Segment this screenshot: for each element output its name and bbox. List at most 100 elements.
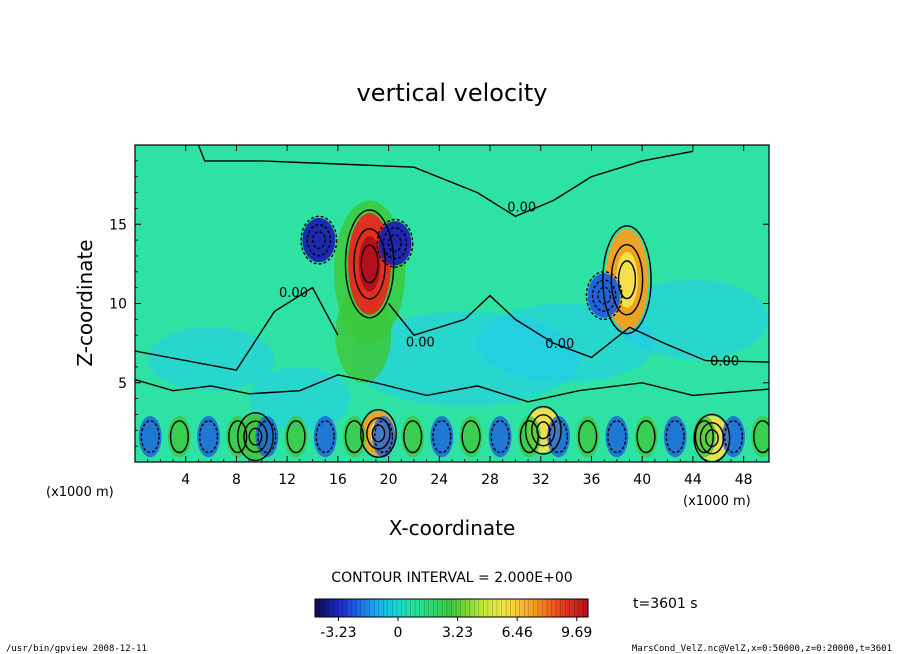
surface-contour xyxy=(636,420,656,454)
zero-contour xyxy=(197,145,694,218)
field-blob-cyan xyxy=(249,366,351,431)
x-tick-label: 44 xyxy=(684,472,702,488)
feature-contour xyxy=(344,209,395,319)
zero-contour xyxy=(135,374,769,403)
surface-contour xyxy=(198,420,219,454)
colorbar-tick-label: -3.23 xyxy=(320,625,356,641)
field-surface-cell xyxy=(517,416,541,458)
field-blob-cyan xyxy=(147,327,275,391)
field-surface-cell xyxy=(692,416,716,458)
surface-contour xyxy=(373,420,394,454)
field-surface-cell xyxy=(576,416,600,458)
surface-contour xyxy=(169,420,189,454)
surface-contour xyxy=(548,420,569,454)
contour-interval-label: CONTOUR INTERVAL = 2.000E+00 xyxy=(331,570,572,586)
x-unit-label-left: (x1000 m) xyxy=(46,485,114,500)
colorbar-gradient xyxy=(315,599,588,617)
y-tick-label: 5 xyxy=(118,376,127,392)
y-tick-label: 15 xyxy=(109,217,127,233)
contour-labels: 0.00 0.00 0.00 0.00 0.00 xyxy=(279,201,739,370)
feature-contour xyxy=(693,413,731,462)
y-axis-ticks: 5 10 15 xyxy=(109,160,769,447)
surface-contour xyxy=(519,420,539,454)
colorbar-ticks: -3.23 0 3.23 6.46 9.69 xyxy=(320,617,592,641)
feature-contour xyxy=(382,227,408,260)
feature-contour xyxy=(311,231,326,250)
contour-label: 0.00 xyxy=(710,354,739,369)
plot-area: 0.000.000.00 0.000.00 4 8 12 16 20 24 28 32 36 40 4… xyxy=(109,144,770,488)
field-surface-cell xyxy=(401,416,425,458)
feature-contour xyxy=(371,424,386,443)
feature-contour xyxy=(300,215,338,265)
field-surface-cell xyxy=(663,416,687,458)
zero-contour xyxy=(135,286,339,371)
feature-contour xyxy=(531,414,556,447)
field-surface-cell xyxy=(547,416,570,458)
feature-contour xyxy=(610,243,644,316)
field-surface-cell xyxy=(138,416,162,458)
feature-contour xyxy=(617,260,637,300)
feature-contour xyxy=(699,422,725,455)
surface-contour xyxy=(403,420,423,454)
feature-contour xyxy=(306,223,332,257)
field-blob-green xyxy=(335,287,392,383)
field-surface-cell xyxy=(488,416,512,458)
feature-contour xyxy=(376,218,414,268)
feature-contour xyxy=(524,405,562,455)
colorbar-tick-label: 3.23 xyxy=(442,625,473,641)
feature-contour xyxy=(388,234,402,253)
surface-contour xyxy=(286,420,306,454)
x-axis-ticks: 4 8 12 16 20 24 28 32 36 40 44 48 xyxy=(147,145,757,488)
surface-contour xyxy=(257,420,277,454)
feature-contour xyxy=(248,427,263,446)
field-surface-cell xyxy=(430,416,454,458)
field-surface-cell xyxy=(284,416,308,458)
contour-lines xyxy=(135,145,769,462)
feature-contour xyxy=(243,420,268,453)
colorbar-frame xyxy=(314,598,589,618)
surface-contour xyxy=(753,420,769,454)
contour-label: 0.00 xyxy=(279,286,308,301)
colorbar: -3.23 0 3.23 6.46 9.69 xyxy=(314,598,592,641)
chart-title: vertical velocity xyxy=(357,79,548,107)
contour-label: 0.00 xyxy=(406,335,435,350)
surface-contour xyxy=(344,420,364,454)
colorbar-stripes xyxy=(319,599,584,617)
contour-label: 0.00 xyxy=(507,201,536,216)
surface-contour xyxy=(578,420,598,454)
x-tick-label: 4 xyxy=(181,472,190,488)
field-surface-cell xyxy=(605,416,629,458)
field-surface-cell xyxy=(342,416,366,458)
surface-contour xyxy=(607,420,627,454)
field-surface-cell xyxy=(751,416,769,458)
x-tick-label: 36 xyxy=(583,472,601,488)
x-tick-label: 16 xyxy=(329,472,347,488)
colorbar-tick-label: 9.69 xyxy=(561,625,592,641)
surface-contour xyxy=(432,420,452,454)
footer-left: /usr/bin/gpview 2008-12-11 xyxy=(6,644,147,654)
field-surface-cell xyxy=(459,416,483,458)
surface-contour xyxy=(694,420,714,454)
x-axis-title: X-coordinate xyxy=(389,516,516,540)
field-surface-cell xyxy=(167,416,191,458)
feature-contour xyxy=(597,286,612,305)
colorbar-tick-label: 0 xyxy=(394,625,403,641)
field-surface-cell xyxy=(197,416,220,458)
feature-contour xyxy=(585,271,623,321)
x-tick-label: 28 xyxy=(481,472,499,488)
x-unit-label-right: (x1000 m) xyxy=(683,494,751,509)
surface-contour xyxy=(315,420,335,454)
footer-right: MarsCond_VelZ.nc@VelZ,x=0:50000,z=0:2000… xyxy=(632,644,892,654)
surface-contour xyxy=(490,420,510,454)
x-tick-label: 20 xyxy=(380,472,398,488)
contour-label: 0.00 xyxy=(545,337,574,352)
surface-contour xyxy=(723,420,744,454)
y-tick-label: 10 xyxy=(109,297,127,313)
feature-contour xyxy=(237,412,274,462)
x-tick-label: 12 xyxy=(278,472,296,488)
x-tick-label: 24 xyxy=(430,472,448,488)
surface-contour xyxy=(461,420,481,454)
surface-contour xyxy=(228,420,248,454)
x-tick-label: 48 xyxy=(735,472,753,488)
